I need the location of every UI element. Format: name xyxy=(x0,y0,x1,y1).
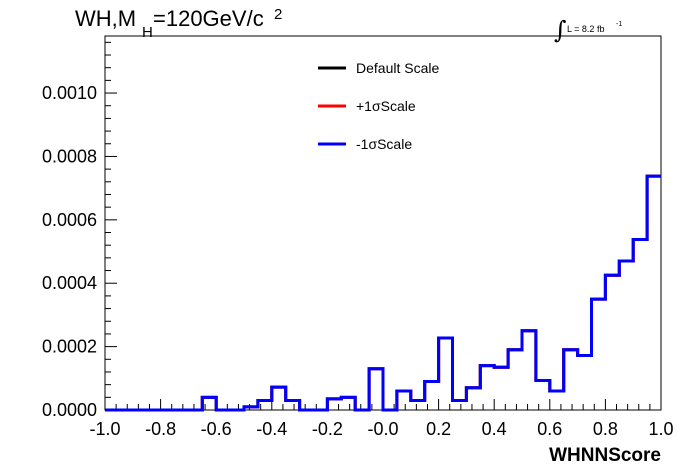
legend: Default Scale +1σScale -1σScale xyxy=(318,60,439,152)
y-tick-label: 0.0002 xyxy=(42,337,97,357)
x-tick-label: 0.4 xyxy=(482,419,507,439)
x-tick-label: -0.0 xyxy=(367,419,398,439)
luminosity-superscript: -1 xyxy=(616,21,622,28)
axes: -1.0 -0.8 -0.6 -0.4 -0.2 -0.0 0.2 0.4 0.6 0.8 1.0 0… xyxy=(42,41,674,439)
series-layer xyxy=(105,174,661,412)
title-superscript: 2 xyxy=(274,6,282,23)
y-tick-label: 0.0008 xyxy=(42,146,97,166)
series-line-2 xyxy=(105,174,661,412)
x-axis-label: WHNNScore xyxy=(549,445,661,466)
x-tick-label: 0.8 xyxy=(593,419,618,439)
x-tick-label: -0.6 xyxy=(201,419,232,439)
y-tick-label: 0.0004 xyxy=(42,273,97,293)
integral-symbol: ∫ xyxy=(554,16,567,44)
legend-label-1: +1σScale xyxy=(356,98,416,114)
x-tick-label: -0.2 xyxy=(312,419,343,439)
x-tick-label: 1.0 xyxy=(648,419,673,439)
x-tick-label: 0.2 xyxy=(426,419,451,439)
title-rest: =120GeV/c xyxy=(153,6,264,31)
x-tick-label: 0.6 xyxy=(537,419,562,439)
x-tick-label: -1.0 xyxy=(89,419,120,439)
legend-label-2: -1σScale xyxy=(356,136,412,152)
legend-label-0: Default Scale xyxy=(356,60,439,76)
chart-title: WH,M H =120GeV/c 2 xyxy=(75,6,282,41)
y-tick-label: 0.0006 xyxy=(42,210,97,230)
title-subscript: H xyxy=(142,24,153,41)
y-tick-label: 0.0010 xyxy=(42,83,97,103)
x-tick-label: -0.8 xyxy=(145,419,176,439)
luminosity-text: L = 8.2 fb xyxy=(567,24,604,34)
x-tick-label: -0.4 xyxy=(256,419,287,439)
luminosity-label: ∫ L = 8.2 fb -1 xyxy=(554,16,622,44)
title-main: WH,M xyxy=(75,6,136,31)
y-tick-label: 0.0000 xyxy=(42,400,97,420)
